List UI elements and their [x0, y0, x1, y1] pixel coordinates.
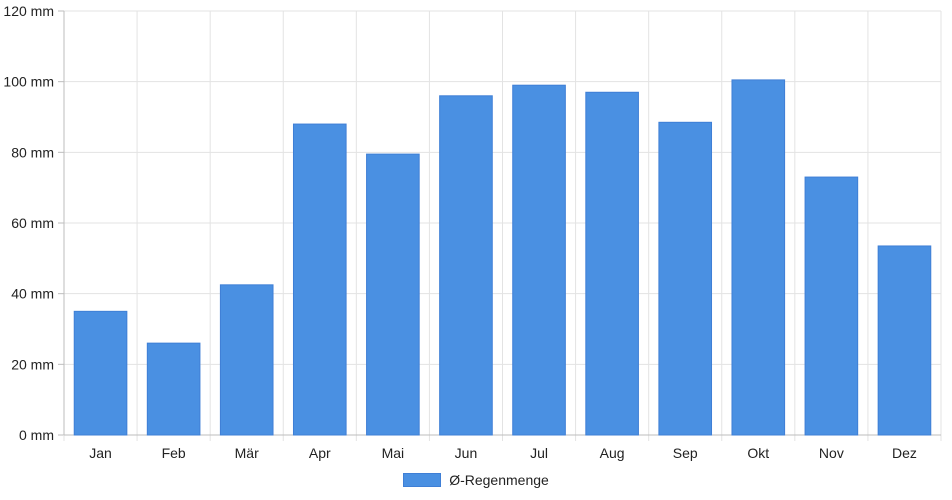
x-tick-label: Mär [235, 445, 259, 461]
bar-chart: 0 mm 20 mm 40 mm 60 mm 80 mm 100 mm 120 mm Jan F… [3, 3, 942, 461]
bar-jul[interactable] [512, 84, 566, 436]
y-tick-label: 100 mm [3, 74, 54, 90]
x-tick-label: Jul [530, 445, 548, 461]
x-tick-label: Apr [309, 445, 331, 461]
legend-label: Ø-Regenmenge [449, 472, 549, 488]
bar-aug[interactable] [585, 91, 639, 436]
bar-mär[interactable] [219, 284, 274, 436]
bar-dez[interactable] [877, 245, 932, 436]
bar-jan[interactable] [73, 310, 128, 436]
bar-sep[interactable] [658, 121, 713, 436]
bar-jun[interactable] [439, 95, 493, 436]
y-tick-label: 60 mm [11, 215, 54, 231]
bar-okt[interactable] [731, 79, 786, 436]
x-tick-label: Feb [162, 445, 186, 461]
x-tick-label: Okt [747, 445, 769, 461]
x-tick-label: Jan [89, 445, 112, 461]
bar-feb[interactable] [146, 342, 201, 436]
bar-apr[interactable] [292, 123, 347, 436]
x-tick-label: Nov [819, 445, 844, 461]
x-tick-label: Sep [673, 445, 698, 461]
bar-mai[interactable] [366, 153, 420, 436]
legend[interactable]: Ø-Regenmenge [0, 472, 952, 488]
x-tick-label: Aug [600, 445, 625, 461]
x-tick-label: Dez [892, 445, 917, 461]
x-tick-label: Jun [455, 445, 478, 461]
y-tick-label: 120 mm [3, 3, 54, 19]
y-tick-label: 40 mm [11, 286, 54, 302]
legend-swatch [403, 473, 442, 487]
y-tick-label: 20 mm [11, 356, 54, 372]
y-tick-label: 80 mm [11, 144, 54, 160]
bar-nov[interactable] [804, 176, 859, 436]
y-tick-label: 0 mm [19, 427, 54, 443]
x-tick-label: Mai [382, 445, 405, 461]
